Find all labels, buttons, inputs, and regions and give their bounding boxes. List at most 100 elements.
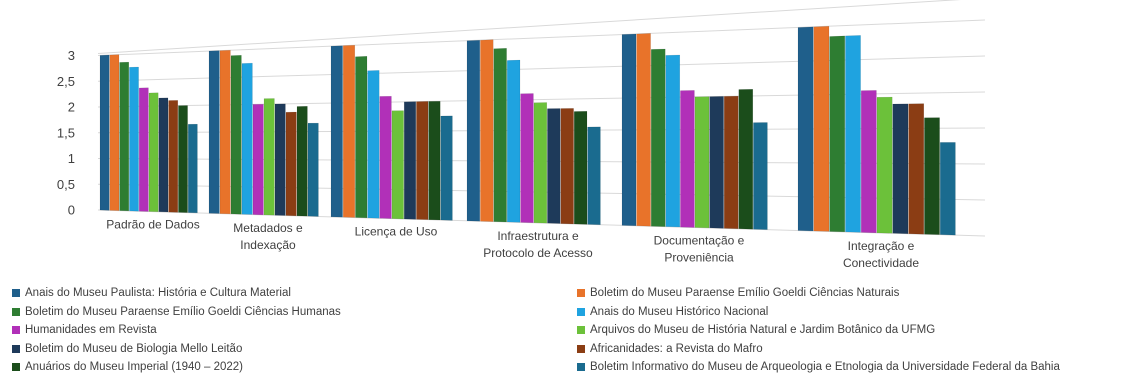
legend-label: Anuários do Museu Imperial (1940 – 2022) [25, 361, 243, 373]
bar [330, 45, 343, 218]
bars [99, 25, 956, 236]
bar [355, 56, 368, 219]
bar [560, 108, 574, 225]
legend-item: Boletim do Museu de Biologia Mello Leitã… [12, 343, 242, 355]
y-axis-ticks: 0 0,5 1 1,5 2 2,5 3 [57, 48, 75, 218]
legend-label: Boletim do Museu Paraense Emílio Goeldi … [590, 287, 900, 299]
category-label: Protocolo de Acesso [483, 246, 593, 260]
legend-label: Boletim do Museu Paraense Emílio Goeldi … [25, 305, 341, 318]
bar [168, 100, 179, 213]
bar [665, 54, 681, 228]
bar [138, 87, 149, 212]
x-axis-categories: Padrão de Dados Metadados e Indexação Licen… [106, 218, 919, 270]
bar [876, 96, 893, 234]
bar [694, 96, 710, 229]
legend-item: Anais do Museu Histórico Nacional [577, 306, 768, 318]
bar [650, 48, 666, 227]
bar [263, 98, 275, 216]
bar [506, 59, 521, 223]
legend-swatch [12, 307, 20, 316]
legend-item: Anuários do Museu Imperial (1940 – 2022) [12, 361, 243, 373]
bar [723, 95, 739, 230]
bar [342, 44, 356, 218]
legend-label: Humanidades em Revista [25, 324, 157, 336]
bar [403, 101, 417, 220]
bar [367, 70, 380, 219]
bar [547, 108, 561, 224]
category-label: Conectividade [843, 256, 919, 270]
bar [440, 115, 453, 221]
legend-label: Arquivos do Museu de História Natural e … [590, 324, 936, 336]
legend-swatch [12, 363, 20, 371]
bar [307, 122, 319, 217]
y-tick-label: 0,5 [57, 177, 75, 192]
bar [709, 96, 724, 229]
bar [178, 105, 188, 213]
gridline [97, 0, 962, 54]
bar [219, 49, 231, 215]
y-tick-label: 3 [68, 48, 75, 63]
category-label: Documentação e [654, 234, 745, 248]
bar [466, 39, 481, 222]
legend-item: Boletim Informativo do Museu de Arqueolo… [577, 361, 1060, 373]
bar [109, 54, 120, 211]
bar [296, 106, 308, 217]
legend-swatch [12, 344, 20, 353]
bar [738, 89, 754, 230]
bar [829, 35, 846, 233]
y-tick-label: 2 [68, 100, 75, 115]
legend-item: Boletim do Museu Paraense Emílio Goeldi … [577, 287, 899, 299]
category-label: Infraestrutura e [497, 229, 579, 243]
legend-label: Anais do Museu Histórico Nacional [590, 305, 769, 318]
bar [573, 111, 588, 225]
legend-swatch [577, 344, 585, 353]
bar [493, 48, 507, 223]
legend-swatch [577, 307, 585, 316]
legend-item: Anais do Museu Paulista: História e Cult… [12, 287, 291, 299]
legend-swatch [577, 289, 585, 297]
bar [480, 39, 494, 222]
category-label: Padrão de Dados [106, 218, 199, 232]
bar [252, 103, 264, 216]
legend-swatch [12, 326, 20, 334]
bar [845, 35, 861, 233]
legend-label: Boletim Informativo do Museu de Arqueolo… [590, 361, 1060, 373]
bar [285, 111, 297, 217]
bar [680, 90, 695, 228]
bar [892, 103, 909, 235]
bar [129, 66, 139, 212]
legend-item: Arquivos do Museu de História Natural e … [577, 324, 935, 336]
bar [753, 122, 768, 230]
bar [797, 26, 814, 232]
y-tick-label: 1,5 [57, 125, 75, 140]
legend-label: Africanidades: a Revista do Mafro [590, 342, 763, 355]
legend-item: Africanidades: a Revista do Mafro [577, 343, 763, 355]
bar [939, 142, 956, 236]
bar [908, 103, 925, 235]
legend-swatch [12, 289, 20, 297]
y-tick-label: 1 [68, 151, 75, 166]
bar [533, 102, 548, 224]
bar [274, 103, 286, 216]
bar [520, 93, 534, 224]
bar [379, 95, 392, 219]
category-label: Metadados e [233, 221, 303, 235]
bar [621, 33, 637, 227]
legend-swatch [577, 326, 585, 334]
legend-label: Boletim do Museu de Biologia Mello Leitã… [25, 342, 243, 355]
bar [391, 110, 404, 220]
bar [636, 33, 651, 227]
category-label: Indexação [240, 238, 296, 252]
bar [860, 90, 877, 234]
bar [148, 92, 159, 213]
legend-swatch [577, 363, 585, 371]
bar [99, 54, 110, 211]
legend-label: Anais do Museu Paulista: História e Cult… [25, 287, 291, 299]
bar [187, 123, 198, 214]
bar [119, 61, 130, 212]
category-label: Licença de Uso [355, 225, 438, 239]
gridline [97, 19, 986, 56]
category-label: Integração e [848, 239, 915, 253]
bar [158, 97, 169, 213]
legend-item: Boletim do Museu Paraense Emílio Goeldi … [12, 306, 341, 318]
